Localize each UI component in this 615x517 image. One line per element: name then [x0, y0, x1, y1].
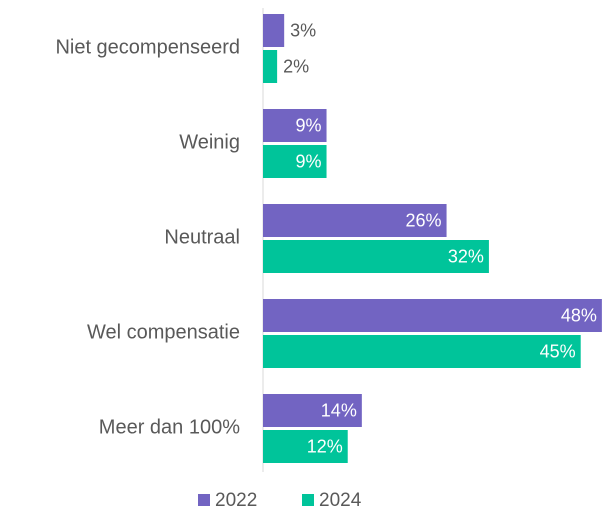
value-label: 32%	[448, 246, 484, 266]
category-label: Niet gecompenseerd	[55, 36, 240, 58]
category-label: Wel compensatie	[87, 321, 240, 343]
value-label: 14%	[321, 400, 357, 420]
bar	[263, 430, 348, 463]
value-label: 3%	[290, 20, 316, 40]
category-label: Weinig	[179, 131, 240, 153]
value-label: 26%	[406, 210, 442, 230]
legend-swatch	[198, 494, 210, 506]
value-label: 12%	[307, 436, 343, 456]
bar	[263, 109, 327, 142]
bar	[263, 204, 447, 237]
bar	[263, 240, 489, 273]
legend-label: 2022	[215, 490, 257, 511]
bar	[263, 335, 581, 368]
legend-swatch	[302, 494, 314, 506]
value-label: 45%	[540, 341, 576, 361]
bar	[263, 394, 362, 427]
category-label: Meer dan 100%	[99, 416, 240, 438]
value-label: 48%	[561, 305, 597, 325]
value-label: 9%	[296, 115, 322, 135]
bar	[263, 145, 327, 178]
legend-label: 2024	[319, 490, 362, 511]
bar	[263, 50, 278, 83]
category-label: Neutraal	[164, 226, 240, 248]
bar	[263, 14, 285, 47]
bar	[263, 299, 602, 332]
value-label: 2%	[283, 56, 309, 76]
value-label: 9%	[296, 151, 322, 171]
